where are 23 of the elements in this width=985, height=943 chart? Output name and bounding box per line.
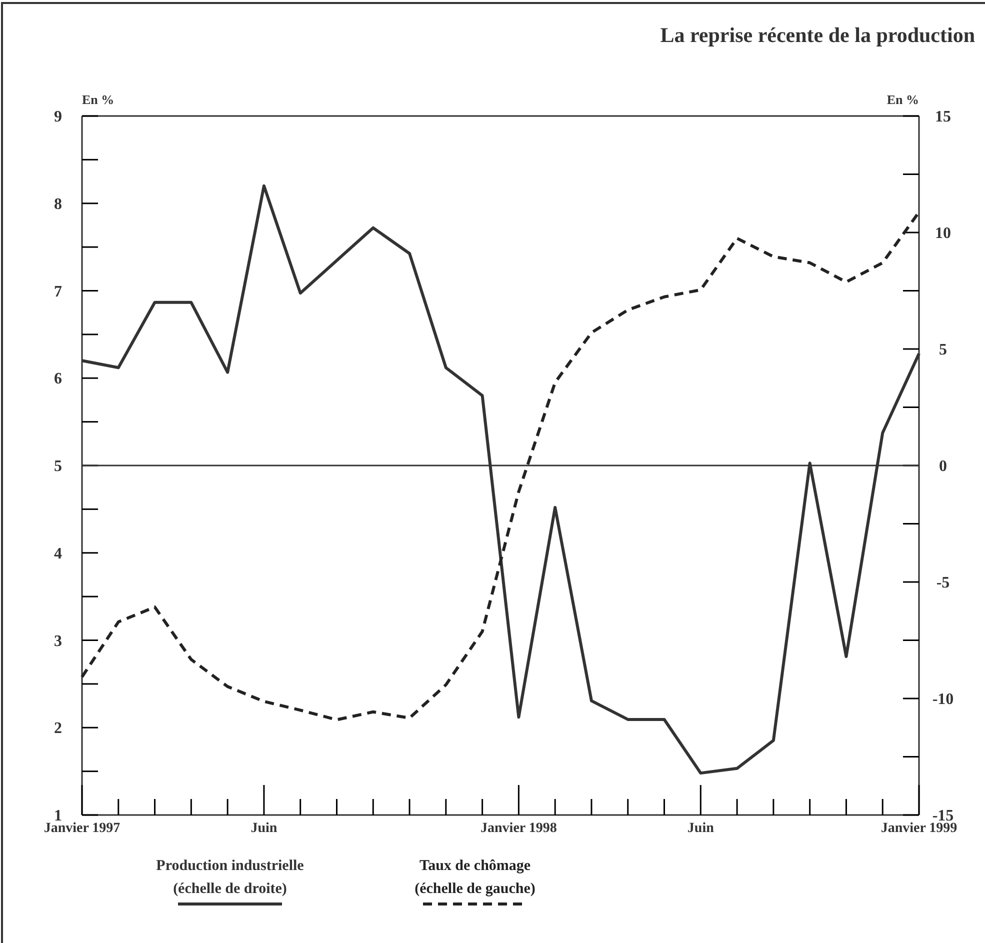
text: Taux de chômage (échelle de gauche) [414,858,536,897]
y2-axis-title: En % [886,92,919,107]
y-tick-label: 6 [54,370,62,388]
y-tick-label: 9 [54,108,62,126]
x-tick-label: Juin [250,821,278,836]
y2-tick-label: -10 [932,691,954,708]
y-tick-label: 2 [54,720,62,738]
chart-title: La reprise récente de la production [660,23,976,47]
y-tick-label: 5 [54,458,62,476]
y-tick-label: 8 [54,196,62,213]
y-tick-label: 3 [54,632,62,650]
y2-tick-label: 10 [935,225,951,242]
x-tick-label: Juin [687,821,714,836]
y-axis-title: En % [82,92,114,107]
text: Production industrielle (échelle de droite) [156,858,304,897]
y-tick-label: 4 [54,545,62,562]
x-tick-label: Janvier 1999 [880,821,958,836]
y-tick-label: 7 [54,283,62,300]
y2-tick-label: 0 [939,458,947,476]
y2-tick-label: -5 [936,574,950,592]
x-tick-label: Janvier 1998 [480,821,557,836]
y2-tick-label: 15 [935,108,951,126]
y2-tick-label: 5 [939,342,947,359]
